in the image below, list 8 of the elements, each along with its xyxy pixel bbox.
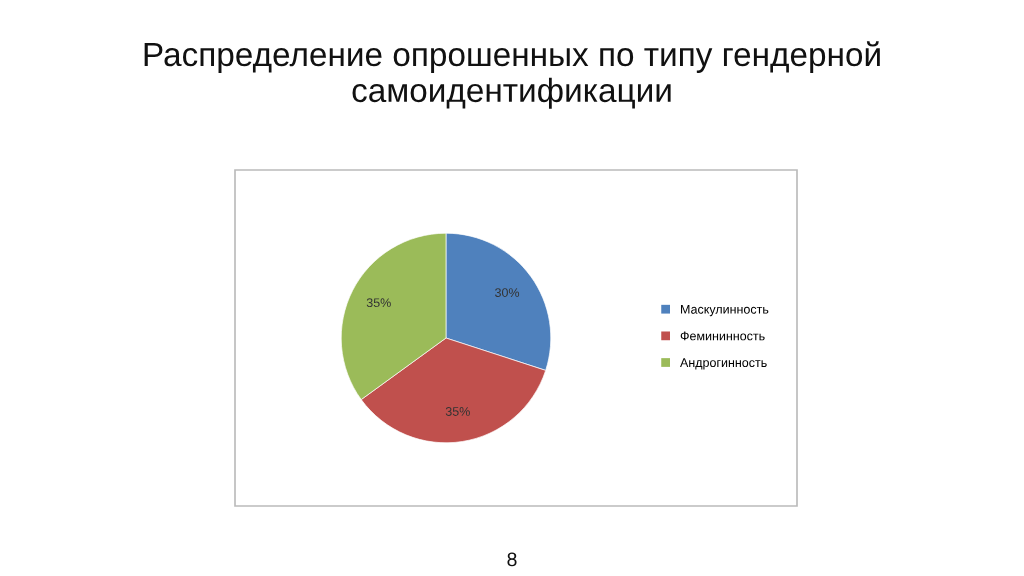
legend-label: Маскулинность	[681, 304, 769, 317]
data-label: 35%	[445, 407, 470, 416]
legend-label: Фемининность	[680, 331, 765, 341]
text: 8	[507, 552, 517, 567]
legend-label: Андрогинность	[680, 358, 767, 370]
data-label: 30%	[495, 288, 520, 297]
chart-title: Распределение опрошенных по типу гендерной самоидентификации	[144, 41, 880, 109]
data-label: 35%	[366, 298, 391, 308]
